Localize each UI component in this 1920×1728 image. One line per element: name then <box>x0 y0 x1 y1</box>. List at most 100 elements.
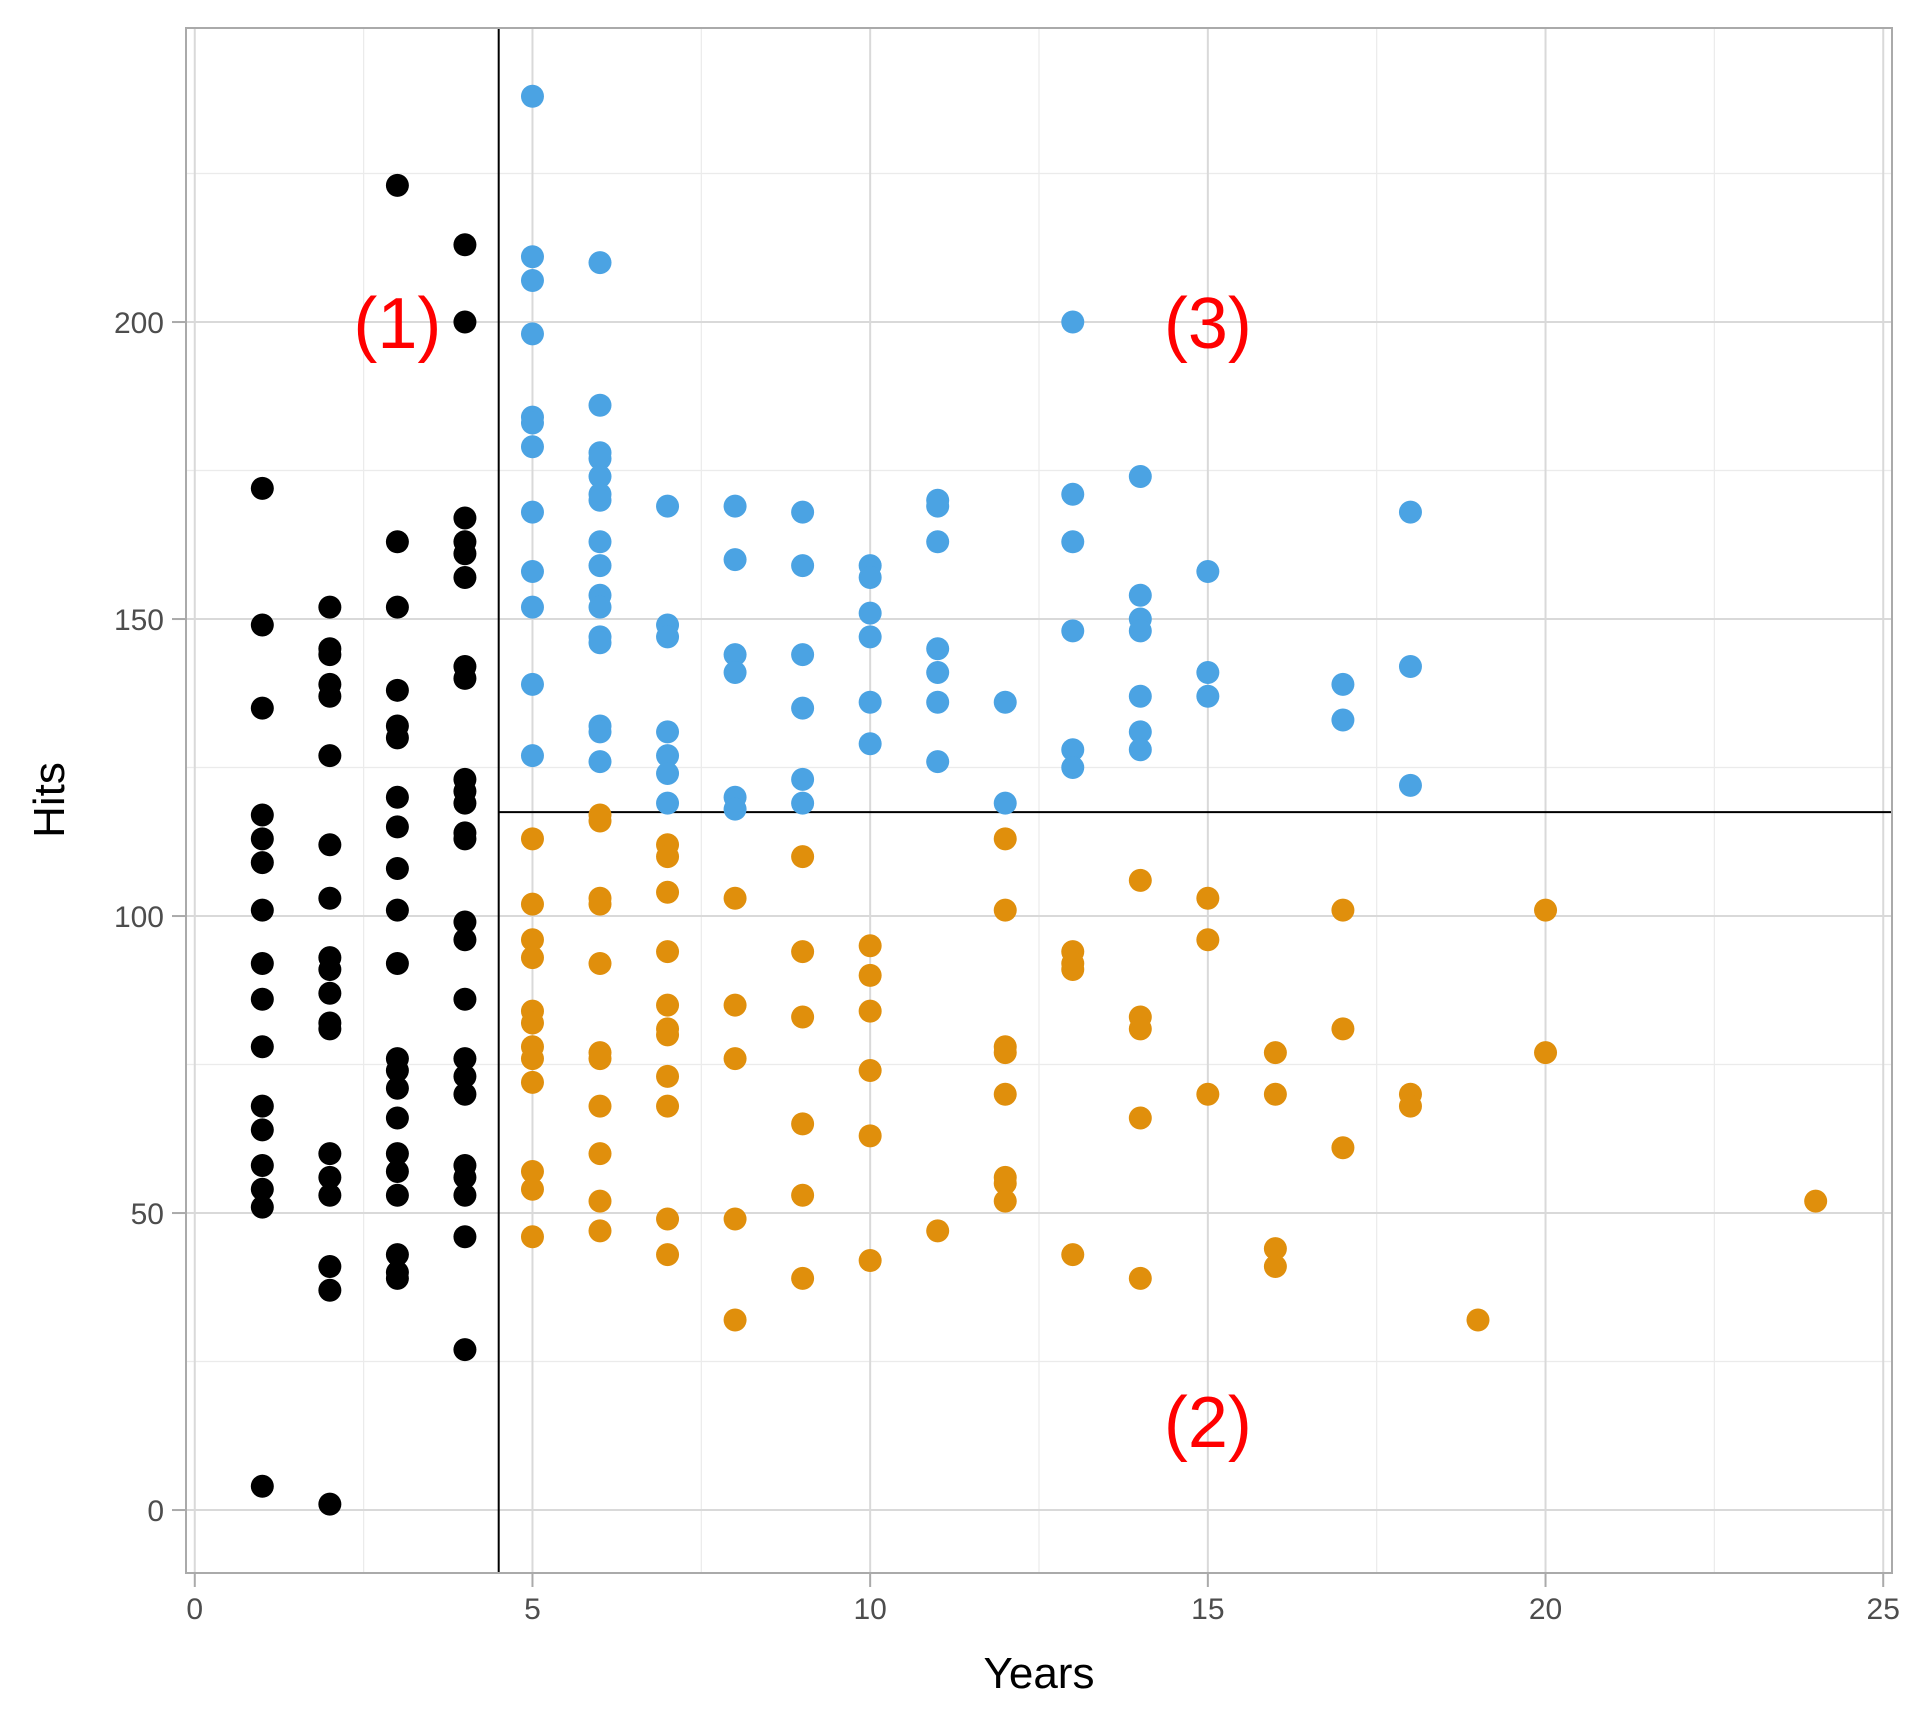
data-point <box>1061 482 1085 506</box>
data-point <box>318 1183 342 1207</box>
data-point <box>1128 583 1152 607</box>
data-point <box>385 1266 409 1290</box>
data-point <box>1061 619 1085 643</box>
data-point <box>926 750 950 774</box>
data-point <box>993 690 1017 714</box>
data-point <box>520 1225 544 1249</box>
data-point <box>926 637 950 661</box>
data-point <box>520 322 544 346</box>
data-point <box>1061 530 1085 554</box>
data-point <box>520 1070 544 1094</box>
data-point <box>318 595 342 619</box>
data-point <box>1196 560 1220 584</box>
data-point <box>656 1207 680 1231</box>
data-point <box>385 173 409 197</box>
data-point <box>385 857 409 881</box>
data-point <box>453 928 477 952</box>
data-point <box>520 672 544 696</box>
data-point <box>318 957 342 981</box>
data-point <box>453 827 477 851</box>
data-point <box>1534 1041 1558 1065</box>
data-point <box>858 625 882 649</box>
data-point <box>453 1338 477 1362</box>
data-point <box>385 678 409 702</box>
data-point <box>588 488 612 512</box>
data-point <box>723 1308 747 1332</box>
data-point <box>1128 738 1152 762</box>
data-point <box>1263 1237 1287 1261</box>
data-point <box>250 1035 274 1059</box>
data-point <box>858 1124 882 1148</box>
data-point <box>993 1189 1017 1213</box>
data-point <box>926 530 950 554</box>
data-point <box>858 1058 882 1082</box>
data-point <box>791 1005 815 1029</box>
data-point <box>588 393 612 417</box>
data-point <box>250 613 274 637</box>
data-point <box>250 952 274 976</box>
data-point <box>1331 708 1355 732</box>
data-point <box>250 696 274 720</box>
data-point <box>588 892 612 916</box>
data-point <box>1263 1041 1287 1065</box>
data-point <box>791 696 815 720</box>
region-annotations: (1) (2) (3) <box>353 284 1251 1463</box>
data-point <box>723 1207 747 1231</box>
data-point <box>1061 738 1085 762</box>
data-point <box>993 898 1017 922</box>
data-point <box>385 1243 409 1267</box>
data-point <box>1061 756 1085 780</box>
data-point <box>1128 619 1152 643</box>
data-point <box>791 643 815 667</box>
data-point <box>1331 1136 1355 1160</box>
annotation-label: (2) <box>1164 1383 1252 1463</box>
data-point <box>993 1082 1017 1106</box>
data-point <box>453 310 477 334</box>
data-point <box>723 797 747 821</box>
x-tick-label: 15 <box>1191 1593 1224 1626</box>
data-point <box>520 1011 544 1035</box>
x-tick-label: 5 <box>524 1593 541 1626</box>
x-tick-label: 0 <box>186 1593 203 1626</box>
data-point <box>318 1492 342 1516</box>
data-point <box>858 690 882 714</box>
data-point <box>385 595 409 619</box>
data-point <box>858 565 882 589</box>
data-point <box>926 690 950 714</box>
data-point <box>453 910 477 934</box>
data-point <box>723 643 747 667</box>
data-point <box>993 1171 1017 1195</box>
y-axis-title: Hits <box>25 762 74 838</box>
minor-gridlines <box>186 28 1892 1573</box>
data-point <box>588 809 612 833</box>
series-region2 <box>520 803 1828 1332</box>
data-point <box>656 761 680 785</box>
data-point <box>453 1047 477 1071</box>
data-point <box>723 494 747 518</box>
data-point <box>250 1177 274 1201</box>
data-point <box>656 625 680 649</box>
y-tick-label: 0 <box>147 1495 164 1528</box>
data-point <box>791 554 815 578</box>
data-point <box>791 1112 815 1136</box>
data-point <box>1061 310 1085 334</box>
series-region3 <box>520 84 1422 821</box>
x-tick-label: 10 <box>853 1593 886 1626</box>
data-point <box>250 1195 274 1219</box>
x-axis-title: Years <box>984 1649 1095 1698</box>
data-point <box>1466 1308 1490 1332</box>
data-point <box>520 1159 544 1183</box>
data-point <box>723 548 747 572</box>
data-point <box>453 506 477 530</box>
data-point <box>520 1177 544 1201</box>
data-point <box>318 1017 342 1041</box>
data-point <box>250 827 274 851</box>
x-axis: 0 5 10 15 20 25 <box>186 1573 1900 1626</box>
data-point <box>588 447 612 471</box>
data-point <box>520 500 544 524</box>
data-point <box>993 791 1017 815</box>
data-point <box>858 601 882 625</box>
data-point <box>588 952 612 976</box>
data-point <box>656 1243 680 1267</box>
data-point <box>1196 886 1220 910</box>
